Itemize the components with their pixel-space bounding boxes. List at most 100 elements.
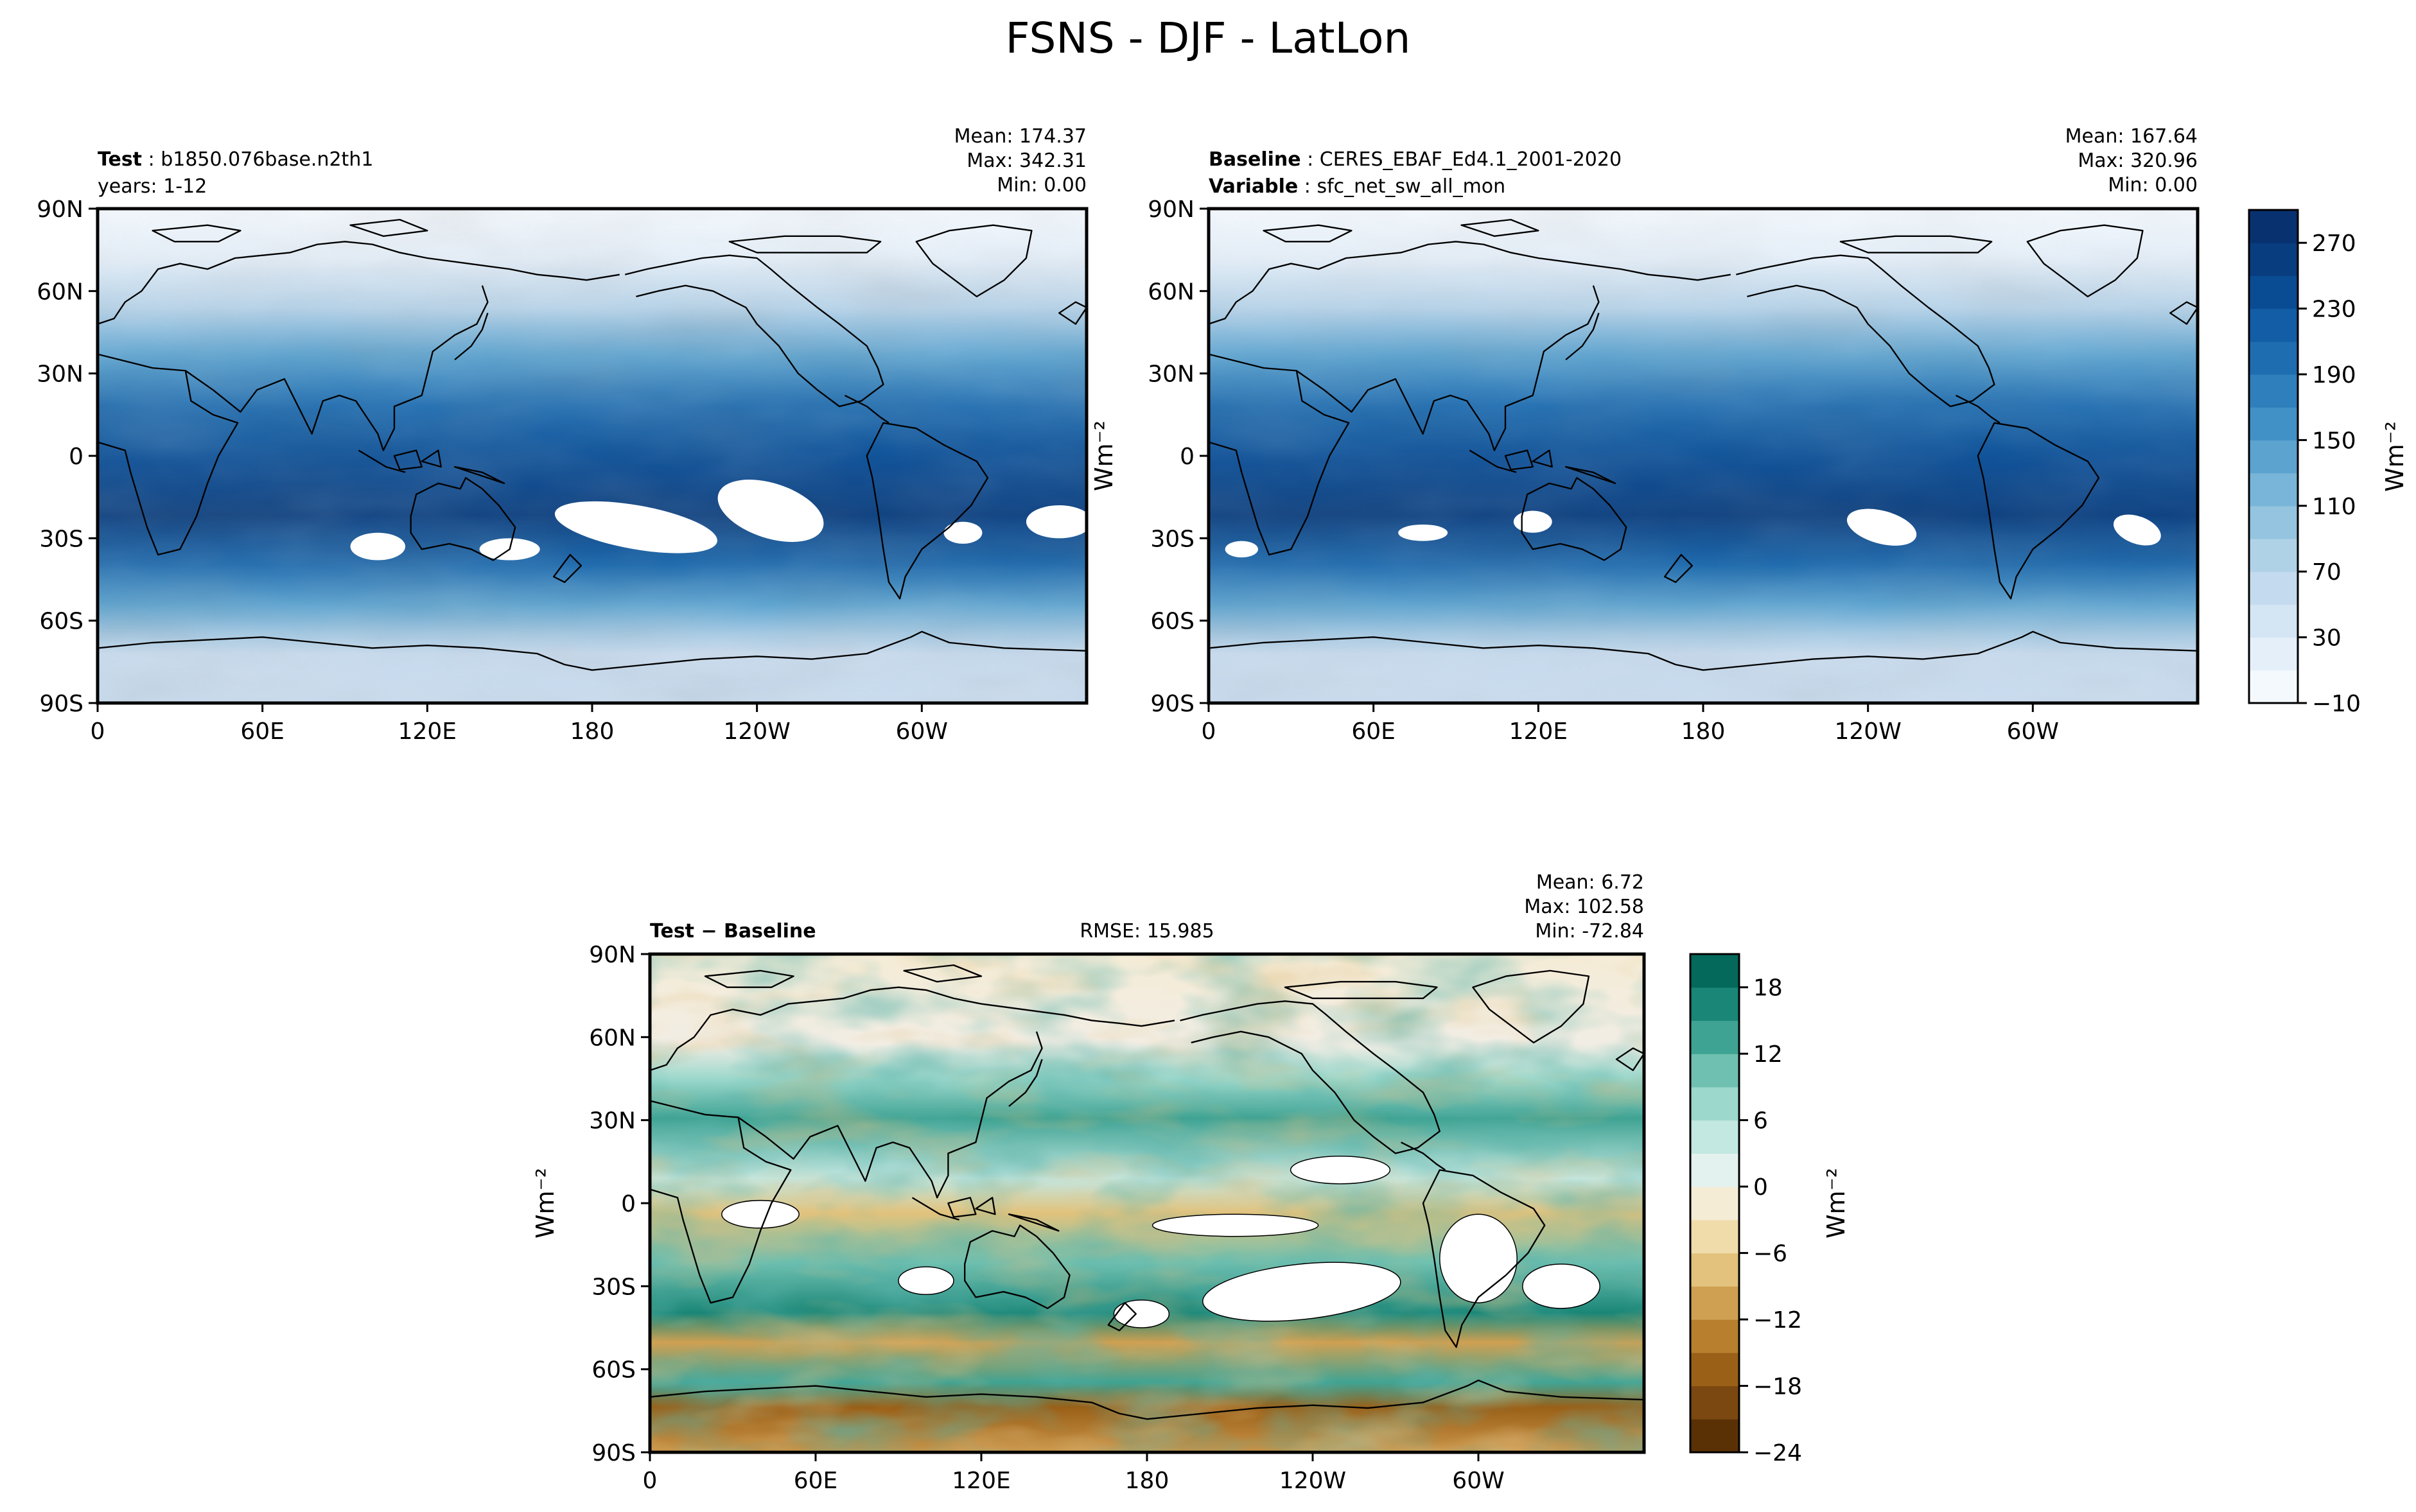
colorbar-top-unit: Wm⁻² xyxy=(2381,421,2409,492)
diff-xtick-label: 180 xyxy=(1125,1468,1169,1494)
diff-xtick-label: 60W xyxy=(1452,1468,1504,1494)
diff-colorbar-segment xyxy=(1690,1419,1739,1453)
baseline-ytick-label: 60S xyxy=(1150,609,1195,635)
diff-stat-min: Min: -72.84 xyxy=(1535,920,1644,943)
diff-ytick-label: 90N xyxy=(589,942,636,968)
diff-ytick-label: 30N xyxy=(589,1108,636,1134)
top-colorbar-segment xyxy=(2249,505,2298,539)
diff-stat-max: Max: 102.58 xyxy=(1524,896,1644,918)
baseline-ytick-label: 90S xyxy=(1150,691,1195,717)
diff-colorbar-segment xyxy=(1690,1086,1739,1121)
baseline-stat-min: Min: 0.00 xyxy=(2108,174,2198,196)
diff-xtick-label: 120E xyxy=(952,1468,1010,1494)
top-colorbar-segment xyxy=(2249,210,2298,243)
baseline-ytick-label: 30S xyxy=(1150,526,1195,552)
diff-colorbar-segment xyxy=(1690,1186,1739,1221)
top-colorbar-segment xyxy=(2249,637,2298,671)
colorbar-diff-unit: Wm⁻² xyxy=(1822,1168,1850,1238)
baseline-stat-max: Max: 320.96 xyxy=(2078,150,2198,172)
panel-diff: 0 60E 120E 180 120W 60W 90N 60N 30N 0 30S 60S 90S Te… xyxy=(531,871,1646,1494)
baseline-ytick-label: 30N xyxy=(1148,361,1195,388)
diff-colorbar-tick-label: 0 xyxy=(1753,1174,1768,1201)
top-colorbar-tick-label: 110 xyxy=(2312,494,2356,520)
top-colorbar-tick-label: 190 xyxy=(2312,362,2356,388)
top-colorbar-segment xyxy=(2249,473,2298,507)
diff-colorbar-segment xyxy=(1690,1219,1739,1254)
figure-title: FSNS - DJF - LatLon xyxy=(1006,13,1411,63)
diff-colorbar-tick-label: −18 xyxy=(1753,1374,1802,1400)
baseline-ytick-label: 0 xyxy=(1180,444,1195,470)
diff-stat-mean: Mean: 6.72 xyxy=(1536,871,1644,894)
diff-colorbar-segment xyxy=(1690,1120,1739,1154)
top-colorbar-segment xyxy=(2249,341,2298,375)
top-colorbar-segment xyxy=(2249,308,2298,342)
diff-colorbar-segment xyxy=(1690,1286,1739,1320)
baseline-ytick-label: 90N xyxy=(1148,196,1195,223)
top-colorbar-segment xyxy=(2249,670,2298,704)
diff-colorbar-segment xyxy=(1690,1253,1739,1287)
top-colorbar-tick-label: 70 xyxy=(2312,559,2342,586)
diff-colorbar-segment xyxy=(1690,1386,1739,1420)
diff-ytick-label: 60N xyxy=(589,1025,636,1051)
test-xtick-label: 60W xyxy=(896,718,948,745)
baseline-ylabel: Wm⁻² xyxy=(1090,421,1118,491)
top-colorbar-tick-label: 230 xyxy=(2312,297,2356,323)
test-ytick-label: 30N xyxy=(37,361,83,388)
diff-colorbar-segment xyxy=(1690,1054,1739,1088)
test-ytick-label: 60N xyxy=(37,279,83,305)
diff-colorbar-tick-label: 18 xyxy=(1753,975,1783,1002)
test-ytick-label: 0 xyxy=(69,444,83,470)
test-ytick-label: 90N xyxy=(37,196,83,223)
test-header-line1: Test : b1850.076base.n2th1 xyxy=(98,148,373,171)
top-colorbar-segment xyxy=(2249,374,2298,408)
diff-colorbar-tick-label: −24 xyxy=(1753,1440,1802,1466)
diff-ytick-label: 90S xyxy=(591,1440,636,1466)
test-stat-max: Max: 342.31 xyxy=(967,150,1087,172)
test-xtick-label: 0 xyxy=(91,718,105,745)
baseline-header-line1: Baseline : CERES_EBAF_Ed4.1_2001-2020 xyxy=(1209,148,1622,171)
baseline-xtick-label: 120E xyxy=(1509,718,1568,745)
baseline-xtick-label: 60W xyxy=(2007,718,2059,745)
test-ytick-label: 30S xyxy=(39,526,83,552)
diff-colorbar-segment xyxy=(1690,987,1739,1021)
top-colorbar-segment xyxy=(2249,604,2298,638)
top-colorbar-segment xyxy=(2249,275,2298,309)
diff-colorbar-segment xyxy=(1690,954,1739,988)
top-colorbar-segment xyxy=(2249,243,2298,276)
baseline-stat-mean: Mean: 167.64 xyxy=(2065,125,2198,148)
diff-xtick-label: 0 xyxy=(643,1468,658,1494)
baseline-xtick-label: 180 xyxy=(1681,718,1726,745)
top-colorbar-tick-label: 30 xyxy=(2312,625,2342,652)
diff-colorbar-segment xyxy=(1690,1153,1739,1187)
diff-ylabel: Wm⁻² xyxy=(531,1168,559,1238)
panel-baseline: 0 60E 120E 180 120W 60W 90N 60N 30N 0 30S 60S 90S Ba… xyxy=(1090,125,2200,745)
top-colorbar-tick-label: 270 xyxy=(2312,230,2356,257)
top-colorbar-tick-label: −10 xyxy=(2312,691,2361,717)
colorbar-top: −10 30 70 110 150 190 230 270 Wm⁻² xyxy=(2248,209,2409,717)
test-stat-min: Min: 0.00 xyxy=(997,174,1087,196)
top-colorbar-tick-label: 150 xyxy=(2312,428,2356,454)
diff-colorbar-segment xyxy=(1690,1352,1739,1387)
test-xtick-label: 120W xyxy=(724,718,791,745)
baseline-xtick-label: 60E xyxy=(1351,718,1396,745)
diff-colorbar-tick-label: −6 xyxy=(1753,1241,1787,1267)
diff-ytick-label: 0 xyxy=(621,1191,636,1217)
test-ytick-label: 90S xyxy=(39,691,83,717)
top-colorbar-segment xyxy=(2249,571,2298,605)
test-ytick-label: 60S xyxy=(39,609,83,635)
diff-colorbar-segment xyxy=(1690,1319,1739,1353)
test-xtick-label: 120E xyxy=(398,718,457,745)
colorbar-diff: −24 −18 −12 −6 0 6 12 18 Wm⁻² xyxy=(1689,953,1850,1466)
diff-header-rmse: RMSE: 15.985 xyxy=(1080,920,1214,943)
diff-colorbar-tick-label: −12 xyxy=(1753,1307,1802,1334)
top-colorbar-segment xyxy=(2249,407,2298,440)
top-colorbar-segment xyxy=(2249,440,2298,474)
diff-xtick-label: 60E xyxy=(794,1468,838,1494)
baseline-xtick-label: 0 xyxy=(1202,718,1216,745)
test-xtick-label: 60E xyxy=(240,718,284,745)
diff-ytick-label: 30S xyxy=(591,1274,636,1300)
test-stat-mean: Mean: 174.37 xyxy=(954,125,1087,148)
test-header-line2: years: 1-12 xyxy=(98,175,207,198)
top-colorbar-segment xyxy=(2249,539,2298,572)
